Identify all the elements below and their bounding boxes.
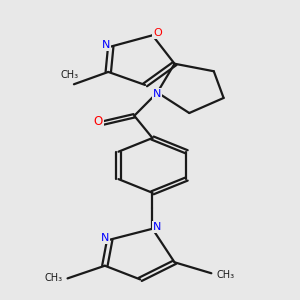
- Text: O: O: [93, 115, 103, 128]
- Text: N: N: [153, 89, 161, 99]
- Text: CH₃: CH₃: [44, 273, 63, 284]
- Text: N: N: [102, 40, 110, 50]
- Text: CH₃: CH₃: [216, 270, 234, 280]
- Text: O: O: [153, 28, 162, 38]
- Text: N: N: [101, 233, 109, 243]
- Text: CH₃: CH₃: [61, 70, 79, 80]
- Text: N: N: [153, 222, 161, 232]
